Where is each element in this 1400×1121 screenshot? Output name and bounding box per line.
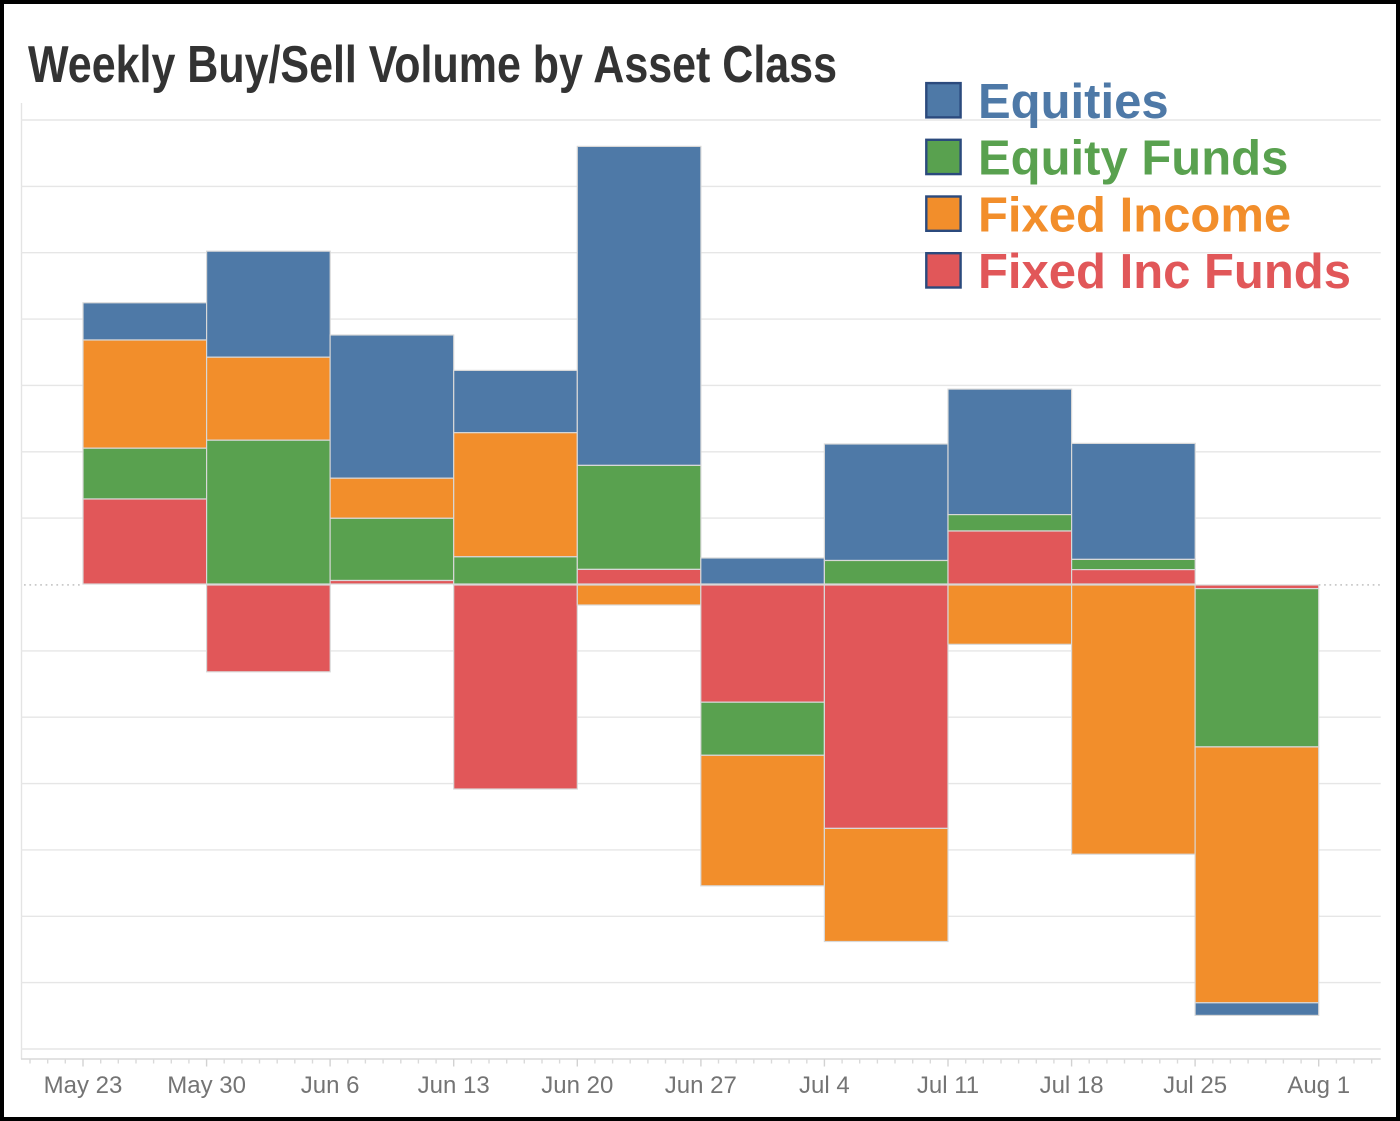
svg-text:Equity Funds: Equity Funds (978, 132, 1288, 186)
svg-text:Jun 20: Jun 20 (541, 1072, 613, 1099)
svg-text:May 23: May 23 (44, 1072, 123, 1099)
svg-text:Jun 27: Jun 27 (665, 1072, 737, 1099)
svg-text:Weekly Buy/Sell Volume by Asse: Weekly Buy/Sell Volume by Asset Class (28, 36, 837, 94)
svg-text:Jul 4: Jul 4 (799, 1072, 850, 1099)
svg-text:Aug 1: Aug 1 (1287, 1072, 1350, 1099)
svg-text:Fixed Inc Funds: Fixed Inc Funds (978, 245, 1351, 299)
svg-text:Jun 6: Jun 6 (301, 1072, 360, 1099)
svg-text:Jun 13: Jun 13 (418, 1072, 490, 1099)
svg-text:Jul 25: Jul 25 (1163, 1072, 1227, 1099)
svg-text:Jul 18: Jul 18 (1040, 1072, 1104, 1099)
svg-text:Fixed Income: Fixed Income (978, 188, 1291, 242)
svg-text:Jul 11: Jul 11 (917, 1072, 979, 1099)
svg-text:May 30: May 30 (167, 1072, 246, 1099)
svg-text:Equities: Equities (978, 75, 1169, 129)
